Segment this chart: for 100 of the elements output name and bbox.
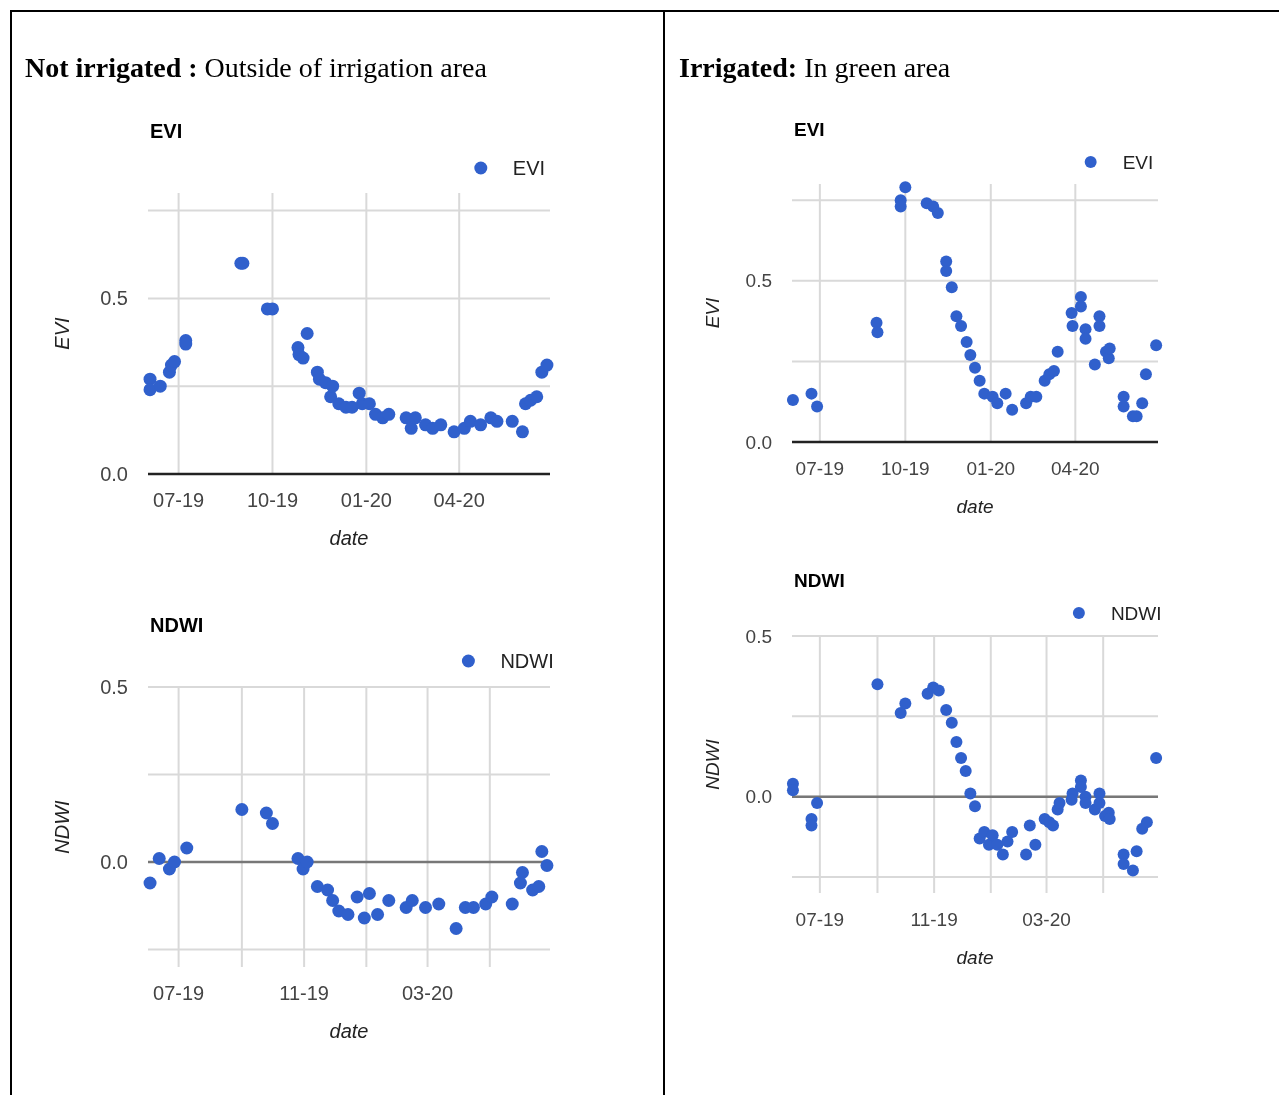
point <box>1065 307 1078 319</box>
y-tick-label: 0.5 <box>100 287 128 310</box>
point <box>950 736 963 749</box>
point <box>1047 365 1060 378</box>
point <box>955 319 968 332</box>
point <box>932 684 945 697</box>
x-axis-title: date <box>956 495 994 517</box>
point <box>1093 797 1106 810</box>
point <box>991 397 1004 410</box>
point <box>945 716 958 729</box>
point <box>1140 816 1153 829</box>
point <box>811 797 824 810</box>
point <box>1047 819 1060 832</box>
chart-title: EVI <box>794 119 825 140</box>
point <box>1023 819 1036 832</box>
point <box>1117 400 1130 413</box>
x-axis-title: date <box>329 527 369 549</box>
point <box>1066 319 1079 332</box>
point <box>999 387 1012 400</box>
point <box>153 379 167 393</box>
point <box>1136 397 1149 410</box>
point <box>996 848 1009 861</box>
text: Not irrigated : <box>25 52 198 83</box>
point <box>955 752 968 765</box>
point <box>326 894 340 907</box>
point <box>540 358 554 372</box>
point <box>1006 403 1019 416</box>
point <box>474 418 488 432</box>
point <box>871 326 884 339</box>
point <box>143 876 157 890</box>
x-tick-label: 03-20 <box>401 982 454 1004</box>
point <box>1074 290 1087 303</box>
point <box>1139 368 1152 381</box>
point <box>505 414 519 428</box>
point <box>180 841 194 855</box>
point <box>964 348 977 361</box>
point <box>931 207 944 220</box>
y-tick-label: 0.5 <box>100 676 128 698</box>
point <box>341 908 355 921</box>
point <box>419 901 433 914</box>
point <box>357 911 371 925</box>
y-axis-title: NDWI <box>701 738 723 790</box>
point <box>296 351 310 365</box>
point <box>786 394 799 407</box>
point <box>1103 342 1116 355</box>
legend-label: NDWI <box>1110 602 1162 624</box>
point <box>168 855 182 869</box>
y-axis-title: EVI <box>701 296 723 329</box>
point <box>404 421 418 435</box>
x-tick-label: 07-19 <box>795 457 845 479</box>
point <box>362 887 376 900</box>
point <box>1150 752 1163 765</box>
point <box>1074 300 1087 313</box>
point <box>265 817 279 830</box>
y-axis-title: EVI <box>51 316 73 350</box>
point <box>432 897 446 911</box>
point <box>408 411 422 425</box>
point <box>371 908 385 921</box>
point <box>434 418 448 432</box>
point <box>310 880 324 893</box>
x-axis-title: date <box>956 946 994 968</box>
legend-label: EVI <box>1122 151 1154 173</box>
point <box>168 355 182 369</box>
point <box>300 855 314 869</box>
point <box>1102 352 1115 365</box>
point <box>382 407 396 421</box>
text: Irrigated: <box>679 52 798 83</box>
point <box>350 890 364 904</box>
point <box>1088 358 1101 371</box>
point <box>969 361 981 374</box>
point <box>540 859 554 872</box>
y-axis-title: NDWI <box>51 799 73 854</box>
point <box>899 181 912 194</box>
point <box>940 703 953 716</box>
point <box>352 386 366 400</box>
point <box>259 806 273 820</box>
x-tick-label: 07-19 <box>153 982 205 1004</box>
point <box>405 894 419 907</box>
point <box>945 281 958 294</box>
point <box>1117 858 1130 871</box>
x-tick-label: 07-19 <box>153 489 205 511</box>
point <box>950 310 963 323</box>
point <box>1150 339 1163 352</box>
point <box>449 922 463 935</box>
point <box>986 829 999 842</box>
chart-title: EVI <box>150 120 183 142</box>
y-tick-label: 0.0 <box>745 786 772 808</box>
y-tick-label: 0.0 <box>100 851 128 873</box>
x-tick-label: 01-20 <box>340 489 392 511</box>
point <box>382 894 396 907</box>
point <box>960 336 973 349</box>
text: Outside of irrigation area <box>197 52 488 83</box>
point <box>463 414 477 428</box>
point <box>894 707 907 720</box>
point <box>485 890 499 904</box>
x-tick-label: 10-19 <box>246 489 299 511</box>
point <box>964 787 977 800</box>
point <box>515 866 529 879</box>
point <box>513 876 527 890</box>
y-tick-label: 0.5 <box>745 625 772 647</box>
